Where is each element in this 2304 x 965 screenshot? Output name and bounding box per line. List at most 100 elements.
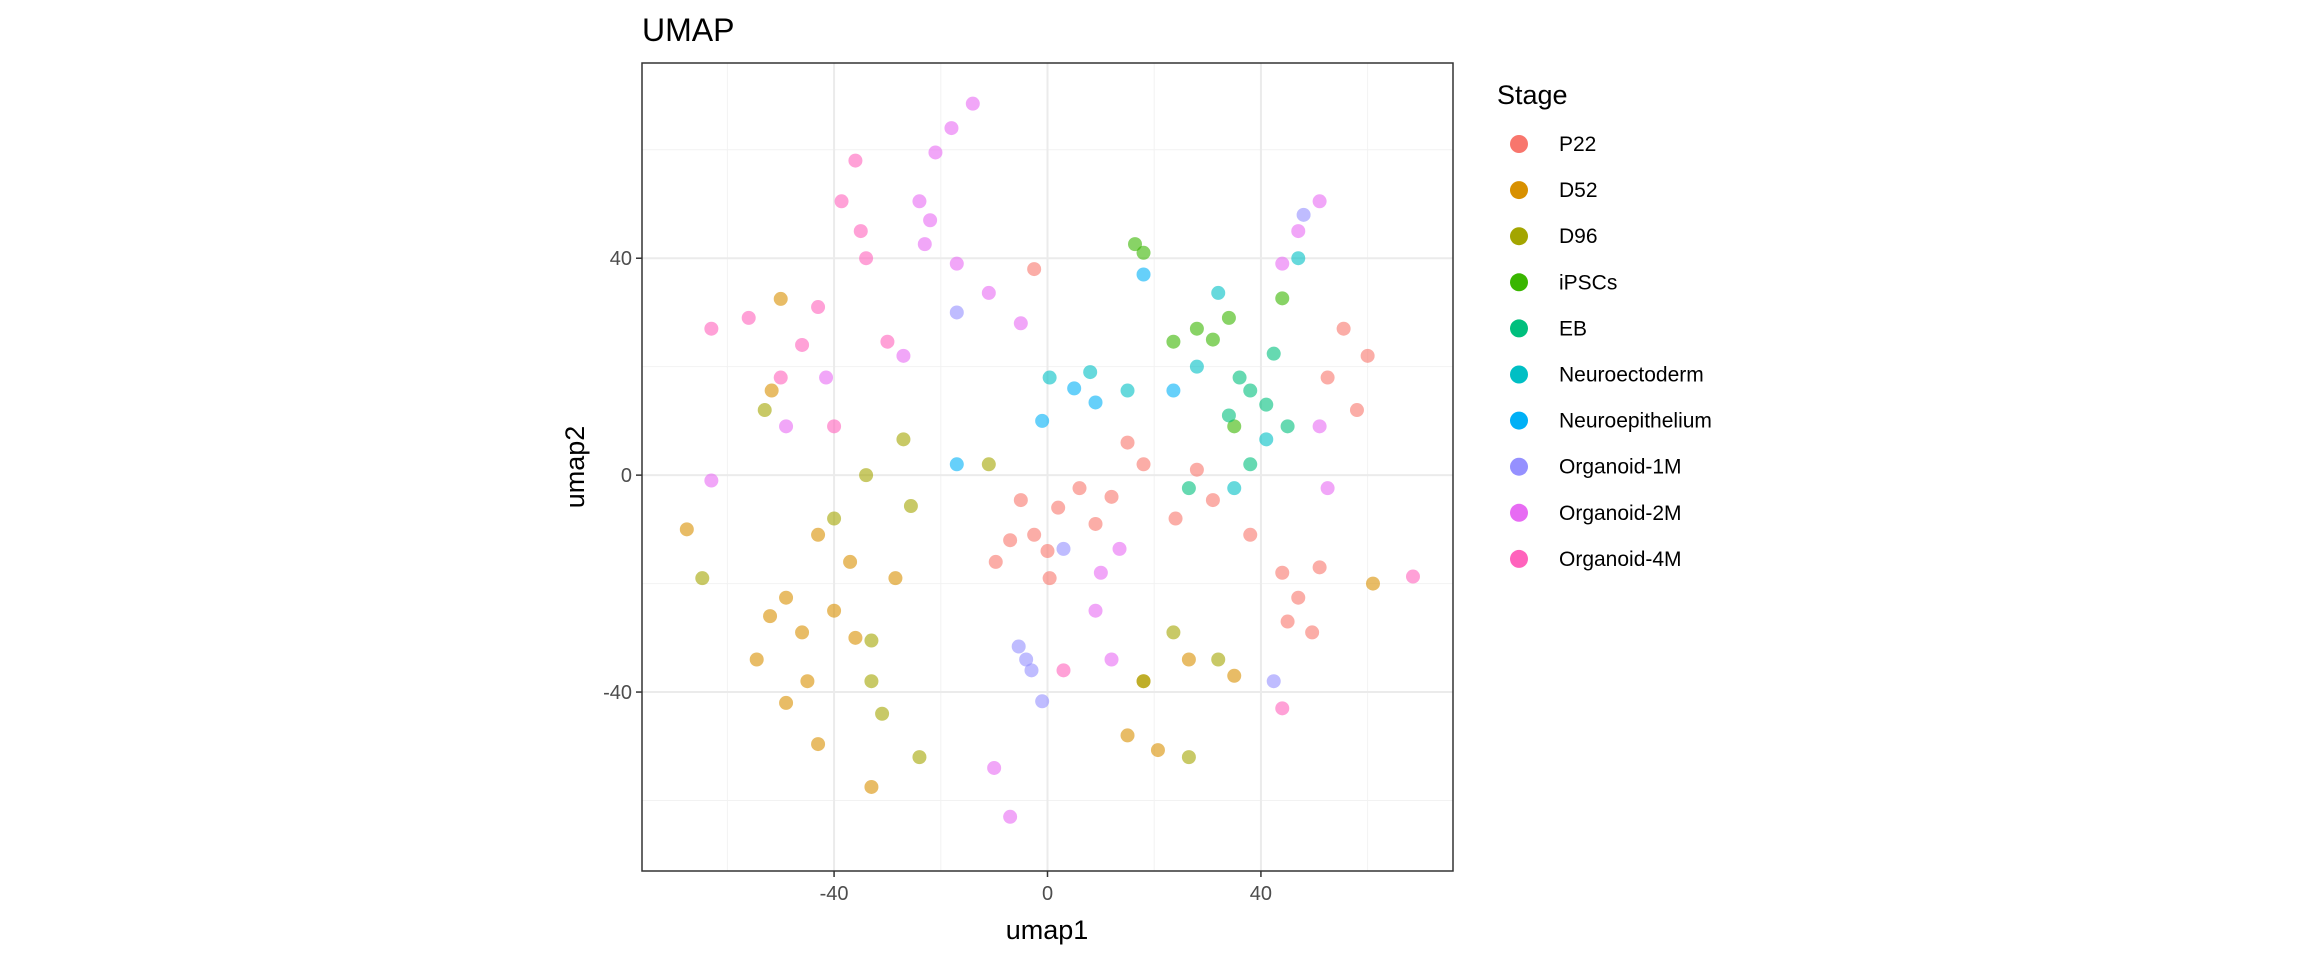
point-organoid-4m <box>859 251 874 266</box>
point-neuroepithelium <box>1035 413 1050 428</box>
point-ipscs <box>1227 419 1242 434</box>
point-d96 <box>859 468 874 483</box>
point-organoid-1m <box>949 305 964 320</box>
point-d52 <box>1120 728 1135 743</box>
legend-label: Organoid-1M <box>1559 456 1682 479</box>
point-organoid-2m <box>987 760 1002 775</box>
point-p22 <box>1088 516 1103 531</box>
point-p22 <box>1120 435 1135 450</box>
point-organoid-1m <box>1266 674 1281 689</box>
point-neuroepithelium <box>1136 267 1151 282</box>
point-d96 <box>903 499 918 514</box>
point-organoid-4m <box>1405 569 1420 584</box>
point-p22 <box>1280 614 1295 629</box>
point-eb <box>1221 408 1236 423</box>
point-ipscs <box>1221 310 1236 325</box>
point-p22 <box>1051 500 1066 515</box>
legend-item-d52: D52 <box>1510 179 1598 202</box>
point-p22 <box>1291 590 1306 605</box>
point-organoid-2m <box>896 348 911 363</box>
point-d52 <box>749 652 764 667</box>
point-p22 <box>1349 403 1364 418</box>
legend-key-dot <box>1510 227 1528 246</box>
point-d96 <box>1166 625 1181 640</box>
point-d52 <box>779 590 794 605</box>
point-organoid-2m <box>1312 419 1327 434</box>
legend-label: EB <box>1559 317 1587 340</box>
point-neuroectoderm <box>1259 432 1274 447</box>
point-p22 <box>1275 565 1290 580</box>
point-neuroectoderm <box>1227 481 1242 496</box>
point-organoid-2m <box>1003 809 1018 824</box>
point-d52 <box>864 779 879 794</box>
point-organoid-4m <box>704 321 719 336</box>
point-d96 <box>912 750 927 765</box>
point-neuroectoderm <box>1211 285 1226 300</box>
point-neuroepithelium <box>1067 381 1082 396</box>
legend-key-dot <box>1510 319 1528 338</box>
y-tick-label: -40 <box>603 682 632 704</box>
point-d96 <box>864 674 879 689</box>
chart-title: UMAP <box>642 12 734 48</box>
point-organoid-1m <box>1035 694 1050 709</box>
point-organoid-4m <box>795 337 810 352</box>
point-d52 <box>811 527 826 542</box>
legend-key-dot <box>1510 411 1528 430</box>
legend-item-organoid-2m: Organoid-2M <box>1510 502 1682 525</box>
points-layer <box>679 96 1420 824</box>
legend-key-dot <box>1510 457 1528 476</box>
point-organoid-2m <box>1088 603 1103 618</box>
point-organoid-1m <box>1019 652 1034 667</box>
point-p22 <box>1072 481 1087 496</box>
point-p22 <box>1104 489 1119 504</box>
legend-label: D96 <box>1559 225 1598 248</box>
x-tick-label: -40 <box>820 883 849 905</box>
point-ipscs <box>1136 245 1151 260</box>
point-d96 <box>1136 674 1151 689</box>
point-p22 <box>1013 493 1028 508</box>
point-d52 <box>848 630 863 645</box>
point-organoid-4m <box>827 419 842 434</box>
point-organoid-4m <box>853 224 868 239</box>
point-d52 <box>764 383 779 398</box>
point-organoid-2m <box>819 370 834 385</box>
point-d96 <box>864 633 879 648</box>
point-d52 <box>843 554 858 569</box>
point-d96 <box>827 511 842 526</box>
point-p22 <box>1027 527 1042 542</box>
point-organoid-2m <box>1104 652 1119 667</box>
legend-item-neuroepithelium: Neuroepithelium <box>1510 410 1712 433</box>
point-organoid-4m <box>741 310 756 325</box>
point-organoid-2m <box>1112 541 1127 556</box>
point-neuroectoderm <box>1120 383 1135 398</box>
legend-label: iPSCs <box>1559 271 1617 294</box>
point-d52 <box>800 674 815 689</box>
point-organoid-4m <box>834 194 849 209</box>
point-organoid-4m <box>1275 701 1290 716</box>
y-axis-title: umap2 <box>560 426 590 509</box>
point-neuroepithelium <box>1166 383 1181 398</box>
point-d96 <box>1181 750 1196 765</box>
point-d52 <box>827 603 842 618</box>
point-p22 <box>1136 457 1151 472</box>
point-organoid-2m <box>949 256 964 271</box>
x-axis: -40 0 40 <box>820 871 1272 905</box>
point-organoid-4m <box>848 153 863 168</box>
point-neuroectoderm <box>1291 251 1306 266</box>
legend-key-dot <box>1510 549 1528 568</box>
legend-item-eb: EB <box>1510 317 1587 340</box>
point-eb <box>1266 346 1281 361</box>
point-d96 <box>981 457 996 472</box>
point-d52 <box>1227 668 1242 683</box>
point-p22 <box>1189 462 1204 477</box>
legend-key-dot <box>1510 181 1528 200</box>
legend-key-dot <box>1510 503 1528 522</box>
point-d52 <box>888 571 903 586</box>
y-axis: -40 0 40 <box>603 248 642 704</box>
legend-item-neuroectoderm: Neuroectoderm <box>1510 364 1704 387</box>
point-organoid-4m <box>880 334 895 349</box>
point-d96 <box>875 706 890 721</box>
point-neuroectoderm <box>1042 370 1057 385</box>
legend-item-p22: P22 <box>1510 133 1596 156</box>
